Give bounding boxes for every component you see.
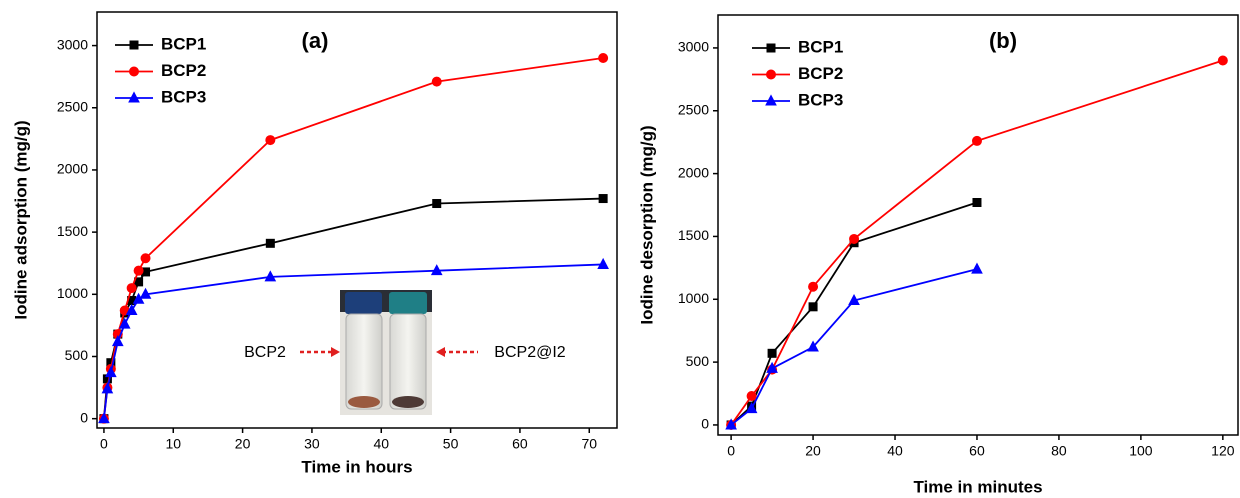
marker [265,238,275,248]
marker [972,198,982,208]
marker [264,270,277,282]
x-tick-label: 50 [443,436,459,452]
arrows [300,347,478,357]
legend-label: BCP3 [161,87,206,106]
legend-marker [766,69,776,80]
plot-frame [717,14,1239,436]
marker [971,262,983,274]
legend-marker [128,91,140,103]
marker [849,233,860,244]
y-tick-label: 0 [80,409,88,425]
x-tick-label: 60 [969,443,985,459]
x-tick-label: 40 [373,436,389,452]
marker [101,382,114,394]
y-tick-label: 500 [65,347,89,363]
marker [133,265,144,276]
y-tick-label: 0 [701,416,709,432]
chart-title: (b) [989,28,1017,53]
marker [140,253,151,264]
y-tick-label: 1500 [678,227,709,243]
y-tick-label: 3000 [57,36,88,52]
x-tick-label: 10 [165,436,181,452]
marker [767,348,777,358]
plot-frame [96,11,618,429]
y-tick-label: 500 [686,353,710,369]
chart-title: (a) [302,28,329,53]
y-tick-label: 3000 [678,39,709,55]
marker [807,340,819,352]
marker [139,287,152,299]
inset-photo [340,290,432,415]
legend-label: BCP2 [161,61,206,80]
y-tick-label: 1000 [678,290,709,306]
marker [725,418,737,430]
legend-marker [765,94,777,106]
x-tick-label: 40 [887,443,903,459]
series-line [730,59,1224,426]
marker [118,317,131,329]
x-tick-label: 0 [100,436,108,452]
marker [808,302,818,312]
y-tick-label: 2000 [678,164,709,180]
marker [265,135,276,146]
marker [597,257,609,269]
marker [598,194,608,204]
legend-label: BCP1 [798,37,843,56]
legend-marker [766,43,776,53]
legend-marker [129,40,139,50]
marker [745,402,758,414]
marker [598,53,609,64]
marker [431,76,442,87]
series-line [730,268,978,426]
y-tick-label: 2500 [57,98,88,114]
y-tick-label: 2500 [678,101,709,117]
marker [105,366,117,378]
marker [432,199,442,209]
x-tick-label: 120 [1211,443,1235,459]
x-tick-label: 70 [581,436,597,452]
marker [125,303,138,315]
marker [766,361,778,373]
legend-label: BCP3 [798,90,843,109]
y-axis-label: Iodine desorption (mg/g) [637,125,656,324]
y-tick-label: 2000 [57,161,88,177]
marker [746,391,757,402]
legend-label: BCP2 [798,64,843,83]
y-tick-label: 1500 [57,223,88,239]
marker [1217,55,1228,66]
marker [808,281,819,292]
x-tick-label: 80 [1051,443,1067,459]
x-tick-label: 60 [512,436,528,452]
y-tick-label: 1000 [57,285,88,301]
x-tick-label: 0 [727,443,735,459]
annotation: BCP2@I2 [494,344,565,361]
marker [848,293,860,306]
marker [430,264,443,276]
marker [98,412,110,424]
legend-marker [129,66,139,77]
x-tick-label: 30 [304,436,320,452]
marker [111,334,124,347]
x-tick-label: 20 [235,436,251,452]
annotation: BCP2 [244,344,286,361]
marker [126,283,137,294]
x-axis-label: Time in hours [301,457,412,476]
y-axis-label: Iodine adsorption (mg/g) [11,120,30,319]
marker [971,135,982,146]
legend-label: BCP1 [161,34,206,53]
x-tick-label: 20 [805,443,821,459]
x-axis-label: Time in minutes [913,477,1042,496]
x-tick-label: 100 [1129,443,1153,459]
